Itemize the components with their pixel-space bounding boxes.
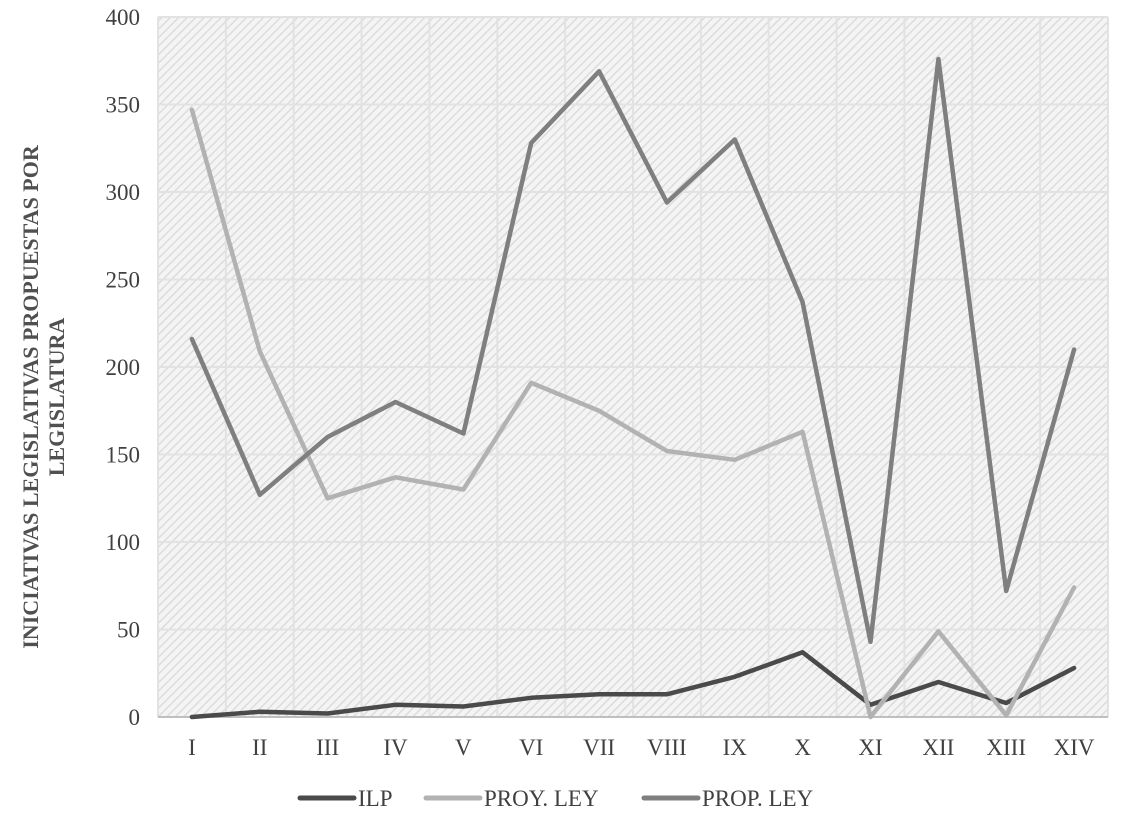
y-tick-label: 100 xyxy=(106,530,141,555)
legend-label: PROP. LEY xyxy=(702,786,814,811)
x-tick-label: II xyxy=(252,735,267,760)
legend-label: PROY. LEY xyxy=(484,786,599,811)
y-tick-label: 150 xyxy=(106,443,141,468)
x-tick-label: V xyxy=(455,735,472,760)
gridlines xyxy=(157,16,1109,717)
x-tick-label: VII xyxy=(583,735,615,760)
series-lines xyxy=(189,56,1077,720)
x-tick-label: IX xyxy=(723,735,748,760)
x-tick-label: VI xyxy=(519,735,543,760)
y-tick-label: 200 xyxy=(106,355,141,380)
series-line-prop-ley xyxy=(189,56,1077,645)
y-tick-label: 0 xyxy=(129,705,141,730)
x-tick-label: III xyxy=(316,735,339,760)
x-tick-label: IV xyxy=(383,735,408,760)
y-tick-label: 300 xyxy=(106,180,141,205)
x-tick-label: X xyxy=(794,735,811,760)
x-tick-label: XIII xyxy=(986,735,1026,760)
legend-label: ILP xyxy=(358,786,393,811)
series-line-ilp xyxy=(189,650,1077,720)
y-axis-title-line-1: INICIATIVAS LEGISLATIVAS PROPUESTAS POR xyxy=(18,144,43,649)
series-line-proy-ley xyxy=(189,107,1077,720)
x-tick-label: XI xyxy=(858,735,882,760)
x-tick-label: I xyxy=(188,735,196,760)
y-tick-label: 350 xyxy=(106,93,141,118)
y-tick-label: 400 xyxy=(106,5,141,30)
y-axis-title-line-2: LEGISLATURA xyxy=(44,318,69,477)
x-tick-label: VIII xyxy=(647,735,687,760)
y-tick-label: 250 xyxy=(106,268,141,293)
legend: ILP PROY. LEY PROP. LEY xyxy=(297,786,814,811)
x-tick-label: XII xyxy=(922,735,954,760)
x-tick-label: XIV xyxy=(1054,735,1095,760)
y-tick-label: 50 xyxy=(117,618,140,643)
